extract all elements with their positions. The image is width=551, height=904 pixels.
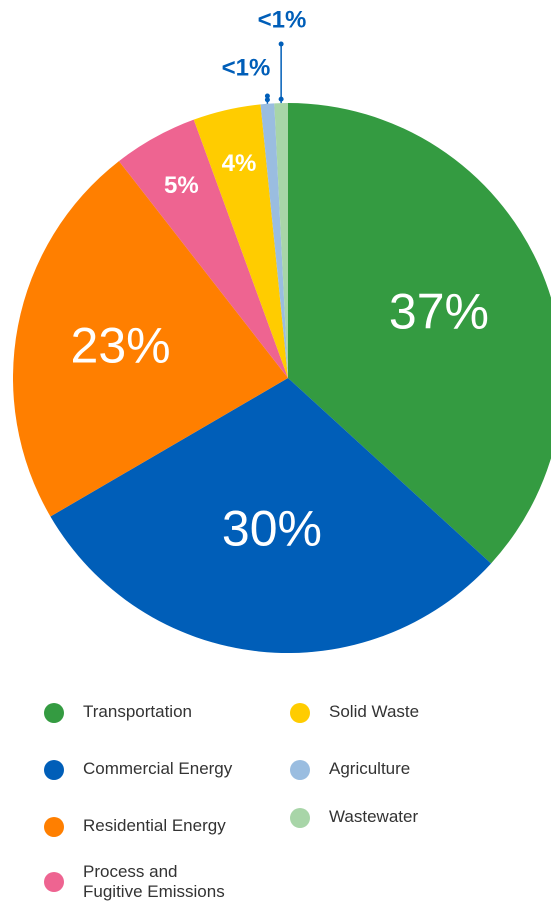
- pie-slice-commercial-energy: [50, 378, 492, 653]
- callout-dot-wastewater-bottom: [278, 96, 284, 102]
- callout-dot-agriculture-top: [264, 93, 270, 99]
- data-label-solid-waste: 4%: [222, 150, 257, 177]
- data-label-wastewater: <1%: [258, 7, 307, 34]
- pie-slice-residential-energy: [12, 161, 288, 517]
- pie-slice-agriculture: [260, 103, 288, 379]
- data-label-residential-energy: 23%: [71, 318, 171, 374]
- pie-slice-wastewater: [274, 103, 288, 378]
- pie-slice-transportation: [288, 103, 551, 564]
- pie-slice-solid-waste: [193, 104, 288, 378]
- data-label-transportation: 37%: [389, 283, 489, 339]
- callout-dot-agriculture-bottom: [264, 97, 270, 103]
- callout-dot-wastewater-top: [278, 41, 284, 47]
- data-label-agriculture: <1%: [222, 55, 271, 82]
- pie-slice-process-and-fugitive-emissions: [118, 119, 288, 378]
- data-label-process-and-fugitive-emissions: 5%: [164, 172, 199, 199]
- data-label-commercial-energy: 30%: [222, 500, 322, 556]
